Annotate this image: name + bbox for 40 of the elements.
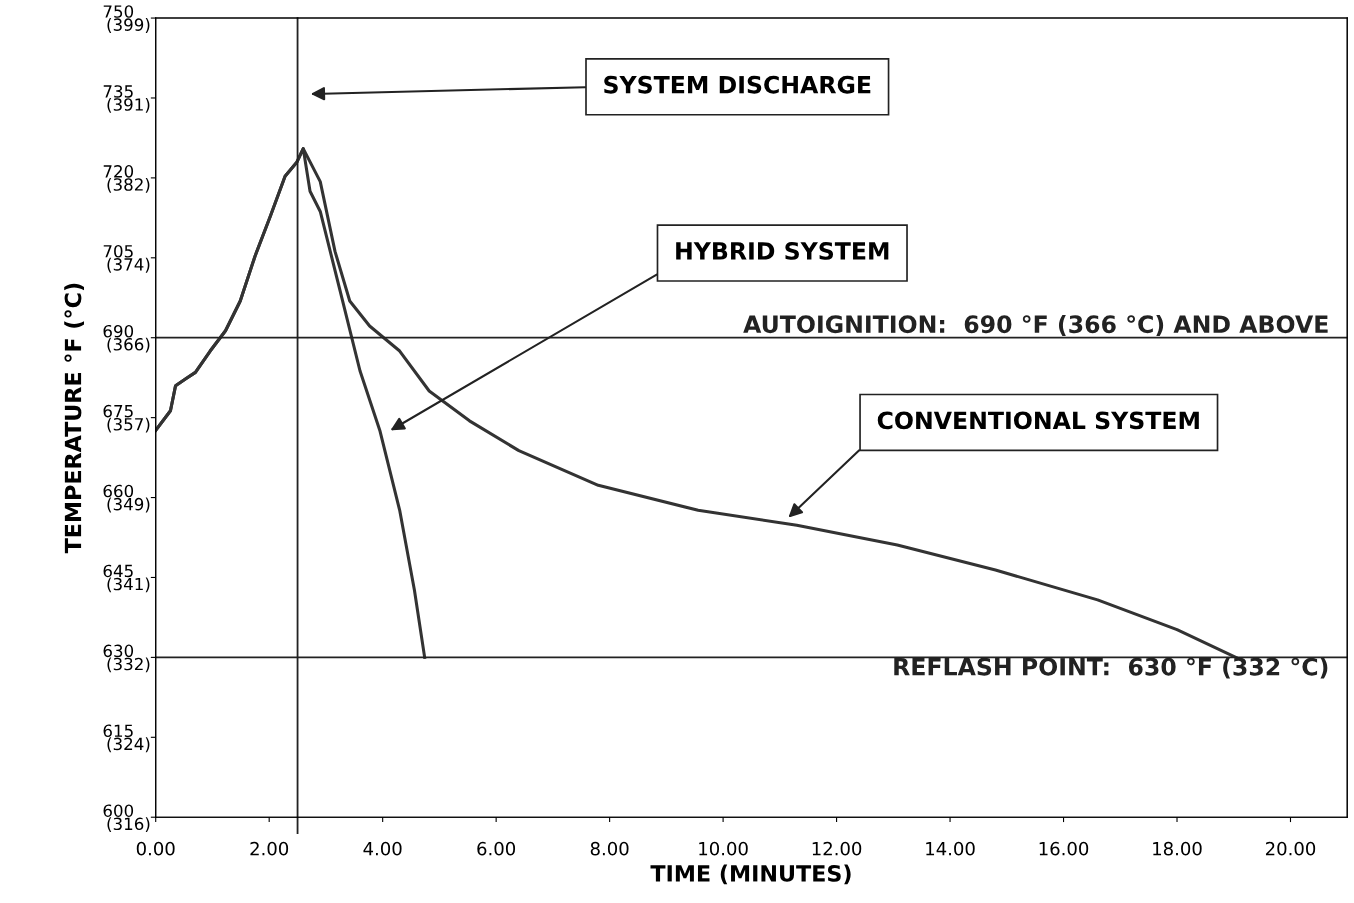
y2-tick-label: (357) [107,417,150,433]
y-tick-label: 600 [103,804,134,817]
x-tick-label: 4.00 [363,841,402,856]
y-tick-label: 735 [103,85,133,98]
y2-tick-label: (316) [107,817,150,833]
x-tick-label: 14.00 [926,841,975,856]
ref-line-label: REFLASH POINT: 630 °F (332 °C) [894,657,1328,679]
annotation: HYBRID SYSTEM [676,242,889,260]
y-axis-title: TEMPERATURE °F (°C) [64,283,85,554]
x-tick-label: 0.00 [136,841,175,856]
y-tick-label: 675 [103,404,133,418]
y2-tick-label: (391) [107,97,150,113]
y-tick-label: 705 [103,244,133,258]
y2-tick-label: (366) [107,337,150,353]
y-tick-label: 645 [103,564,133,578]
y-tick-label: 720 [103,165,134,178]
y2-tick-label: (382) [107,177,150,193]
x-tick-label: 8.00 [590,841,629,856]
annotation: SYSTEM DISCHARGE [604,75,871,94]
x-tick-label: 10.00 [699,841,748,856]
y-tick-label: 615 [103,724,133,738]
y-tick-label: 690 [103,324,134,338]
x-tick-label: 20.00 [1265,841,1316,856]
x-tick-label: 18.00 [1153,841,1202,856]
x-tick-label: 2.00 [250,841,289,856]
y2-tick-label: (399) [107,18,150,33]
x-tick-label: 6.00 [477,841,516,856]
y2-tick-label: (341) [107,577,150,593]
x-axis-title: TIME (MINUTES) [650,864,851,885]
y2-tick-label: (332) [107,657,150,673]
y-tick-label: 750 [103,5,134,18]
y-tick-label: 660 [103,484,134,498]
annotation: CONVENTIONAL SYSTEM [877,411,1199,430]
ref-line-label: AUTOIGNITION: 690 °F (366 °C) AND ABOVE [743,314,1328,336]
y2-tick-label: (324) [107,737,150,753]
x-tick-label: 12.00 [812,841,862,856]
y-tick-label: 630 [103,644,134,658]
x-tick-label: 16.00 [1039,841,1089,856]
y2-tick-label: (374) [107,257,150,273]
y2-tick-label: (349) [107,497,150,513]
